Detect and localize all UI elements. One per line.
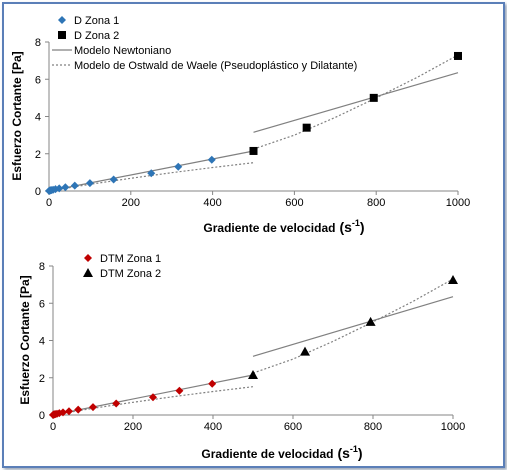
chart-1-legend-label-1: D Zona 1 [74, 15, 119, 27]
chart-2-ostwald-line-segment-2 [252, 278, 454, 374]
chart-2-series-1-point [149, 393, 157, 402]
chart-1-newtonian-line-segment-2 [253, 72, 459, 133]
chart-2-series-2-point [248, 369, 258, 379]
chart-2-x-tick-label: 400 [204, 421, 222, 433]
chart-1-legend-label-4: Modelo de Ostwald de Waele (Pseudoplásti… [74, 60, 357, 72]
chart-1-ostwald-line-segment-1 [48, 162, 254, 192]
chart-1-y-axis-title: Esfuerzo Cortante [Pa] [10, 51, 24, 180]
chart-1-x-axis-title-main: Gradiente de velocidad [203, 221, 335, 235]
chart-1-x-tick-label: 400 [203, 197, 221, 209]
chart-2-y-tick-label: 4 [39, 336, 45, 348]
chart-1-series-2-point [302, 123, 311, 132]
chart-2-x-tick-label: 1000 [441, 421, 465, 433]
chart-1-series-2-point [249, 146, 258, 155]
chart-1-x-axis-title: Gradiente de velocidad (s-1) [203, 218, 364, 235]
chart-2-x-axis-title-main: Gradiente de velocidad [201, 447, 333, 461]
chart-1-x-tick-label: 600 [285, 197, 303, 209]
chart-1-y-tick-label: 8 [35, 37, 41, 49]
chart-2-legend-label-1: DTM Zona 1 [100, 253, 161, 265]
chart-2-x-tick-label: 0 [50, 421, 56, 433]
chart-1-series-1-point [85, 179, 94, 188]
chart-1-ostwald-line-segment-2 [253, 54, 459, 150]
chart-2-x-axis-title: Gradiente de velocidad (s-1) [201, 444, 362, 461]
chart-2-y-tick-label: 6 [39, 298, 45, 310]
chart-1-y-tick-label: 4 [35, 112, 41, 124]
chart-2-x-axis-unit-base: (s [337, 445, 350, 461]
chart-2-legend-marker-1 [84, 254, 92, 262]
chart-2-series-1-point [208, 379, 217, 388]
chart-2-x-tick-label: 800 [364, 421, 382, 433]
chart-1-series-1-point [109, 175, 118, 184]
chart-1-x-tick-label: 200 [122, 197, 140, 209]
chart-1-x-tick-label: 800 [367, 197, 385, 209]
chart-2-series-1-point [112, 399, 121, 408]
chart-1-y-tick-label: 6 [35, 74, 41, 86]
chart-1-x-axis-unit-exp: -1 [352, 218, 360, 228]
chart-1-series-1-point [207, 155, 216, 164]
chart-1-x-axis-unit-close: ) [360, 219, 365, 235]
chart-2-series-1-point [89, 403, 97, 412]
chart-2-series-2-point [300, 346, 310, 356]
chart-1-series-1-point [70, 181, 79, 190]
chart-1-x-tick-label: 1000 [446, 197, 470, 209]
chart-1-x-tick-label: 0 [46, 197, 52, 209]
chart-1-y-tick-label: 2 [35, 149, 41, 161]
chart-1-legend-label-3: Modelo Newtoniano [74, 45, 171, 57]
chart-2-y-tick-label: 2 [39, 373, 45, 385]
chart-1-x-axis-unit-base: (s [339, 219, 352, 235]
chart-1-series-1-point [55, 184, 64, 193]
chart-2-legend-label-2: DTM Zona 2 [100, 268, 161, 280]
chart-2-x-tick-label: 200 [124, 421, 142, 433]
chart-2-series-1-point [59, 408, 67, 417]
chart-2-newtonian-line-segment-2 [252, 296, 454, 357]
chart-1-series-1-point [174, 162, 183, 171]
chart-1-y-tick-label: 0 [35, 186, 41, 198]
chart-1-legend-marker-1 [58, 16, 66, 24]
chart-2-y-axis-title: Esfuerzo Cortante [Pa] [18, 275, 32, 404]
chart-1-series-1-point [61, 183, 70, 192]
chart-1-legend-marker-2 [58, 31, 66, 39]
chart-2-x-axis-unit-exp: -1 [350, 444, 358, 454]
chart-2-series-1-point [74, 405, 83, 414]
chart-1-legend-label-2: D Zona 2 [74, 30, 119, 42]
chart-2-series-1-point [65, 407, 73, 416]
chart-1-series-2-point [369, 93, 378, 102]
chart-2-y-tick-label: 0 [39, 410, 45, 422]
chart-2-x-tick-label: 600 [284, 421, 302, 433]
chart-2-series-1-point [175, 386, 184, 395]
chart-2-x-axis-unit-close: ) [358, 445, 363, 461]
chart-1-series-1-point [147, 169, 156, 178]
chart-2-legend-marker-2 [83, 268, 93, 277]
chart-1-series-2-point [454, 51, 462, 60]
chart-2-y-tick-label: 8 [39, 261, 45, 273]
chart-2-series-2-point [365, 316, 376, 326]
chart-2-series-2-point [448, 274, 458, 284]
